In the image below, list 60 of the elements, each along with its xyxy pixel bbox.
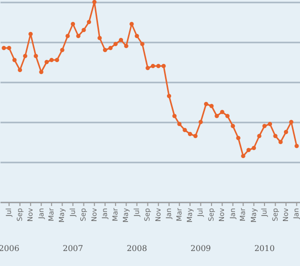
point [193,134,198,138]
point [204,102,208,106]
point [230,124,235,128]
point [82,28,86,32]
point [102,48,108,52]
point [28,32,33,36]
point [134,34,140,38]
point [156,64,161,68]
text: 2007 [62,244,84,253]
point [246,148,251,152]
point [177,122,182,126]
point [146,66,150,70]
point [198,120,203,124]
point [262,124,267,128]
point [76,34,80,38]
point [124,44,128,48]
point [66,34,70,38]
point [166,94,172,98]
point [34,54,38,58]
point [294,144,299,148]
point [188,132,192,136]
point [54,58,60,62]
point [12,58,17,62]
text: 2009 [190,244,211,253]
point [140,42,144,46]
point [268,122,272,126]
point [49,58,54,62]
point [236,136,240,140]
point [257,134,262,138]
point [113,42,118,46]
point [273,134,278,138]
point [225,114,230,118]
point [214,114,219,118]
point [44,60,49,64]
point [60,48,64,52]
point [284,130,288,134]
point [241,154,246,158]
text: 2010 [254,244,275,253]
point [92,0,97,4]
point [18,68,22,72]
point [6,46,12,50]
point [289,120,294,124]
point [172,114,177,118]
point [118,38,124,42]
point [2,46,6,50]
point [70,22,76,26]
point [86,20,92,24]
point [209,104,214,108]
point [150,64,156,68]
point [182,128,187,132]
point [220,110,224,114]
point [23,54,28,58]
point [130,22,134,26]
point [252,146,256,150]
text: 2008 [126,244,148,253]
point [98,36,102,40]
point [108,46,113,50]
point [278,140,283,144]
point [39,70,44,74]
point [162,64,166,68]
